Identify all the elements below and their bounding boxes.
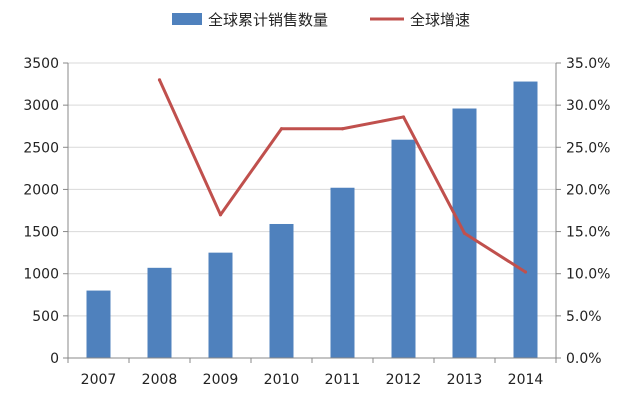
x-tick-label: 2012 xyxy=(386,372,422,388)
x-tick-label: 2009 xyxy=(203,372,239,388)
right-axis-ticks: 0.0% 5.0% 10.0% 15.0% 20.0% 25.0% 30.0% 35.0% xyxy=(566,56,610,367)
x-tick-label: 2010 xyxy=(264,372,300,388)
left-tick-label: 2000 xyxy=(23,182,59,198)
legend-bar-label: 全球累计销售数量 xyxy=(208,11,328,29)
left-tick-label: 3000 xyxy=(23,98,59,114)
bar-series xyxy=(86,81,538,359)
growth-point-2008 xyxy=(157,78,162,82)
x-tick-label: 2008 xyxy=(142,372,178,388)
right-tick-label: 10.0% xyxy=(566,267,610,283)
left-axis-ticks: 0 500 1000 1500 2000 2500 3000 3500 xyxy=(23,56,59,367)
bar-2012 xyxy=(391,139,416,358)
left-tick-label: 1000 xyxy=(23,267,59,283)
axes xyxy=(63,62,561,363)
x-tick-label: 2011 xyxy=(325,372,361,388)
left-tick-label: 3500 xyxy=(23,56,59,72)
bar-2011 xyxy=(330,187,355,358)
legend: 全球累计销售数量 全球增速 xyxy=(172,11,470,29)
x-tick-label: 2014 xyxy=(508,372,544,388)
left-tick-label: 2500 xyxy=(23,140,59,156)
growth-point-2011 xyxy=(340,127,345,131)
grid-lines xyxy=(68,62,556,317)
right-tick-label: 15.0% xyxy=(566,225,610,241)
left-tick-label: 1500 xyxy=(23,225,59,241)
right-tick-label: 0.0% xyxy=(566,351,602,367)
left-tick-label: 0 xyxy=(50,351,59,367)
right-tick-label: 35.0% xyxy=(566,56,610,72)
bar-2014 xyxy=(513,81,538,359)
bar-2007 xyxy=(86,290,111,358)
right-tick-label: 5.0% xyxy=(566,309,602,325)
bar-2010 xyxy=(269,223,294,358)
growth-point-2009 xyxy=(218,213,223,217)
growth-point-2012 xyxy=(401,115,406,119)
left-tick-label: 500 xyxy=(32,309,59,325)
growth-point-2014 xyxy=(523,270,528,274)
growth-point-2010 xyxy=(279,127,284,131)
x-tick-label: 2007 xyxy=(81,372,117,388)
bar-2009 xyxy=(208,252,233,358)
growth-point-2013 xyxy=(462,231,467,235)
x-tick-label: 2013 xyxy=(447,372,483,388)
x-axis-ticks: 2007 2008 2009 2010 2011 2012 2013 2014 xyxy=(81,372,544,388)
legend-bar-swatch xyxy=(172,13,202,25)
bar-2008 xyxy=(147,267,172,358)
right-tick-label: 20.0% xyxy=(566,182,610,198)
right-tick-label: 25.0% xyxy=(566,140,610,156)
line-series xyxy=(157,78,528,274)
legend-line-label: 全球增速 xyxy=(410,11,470,29)
right-tick-label: 30.0% xyxy=(566,98,610,114)
